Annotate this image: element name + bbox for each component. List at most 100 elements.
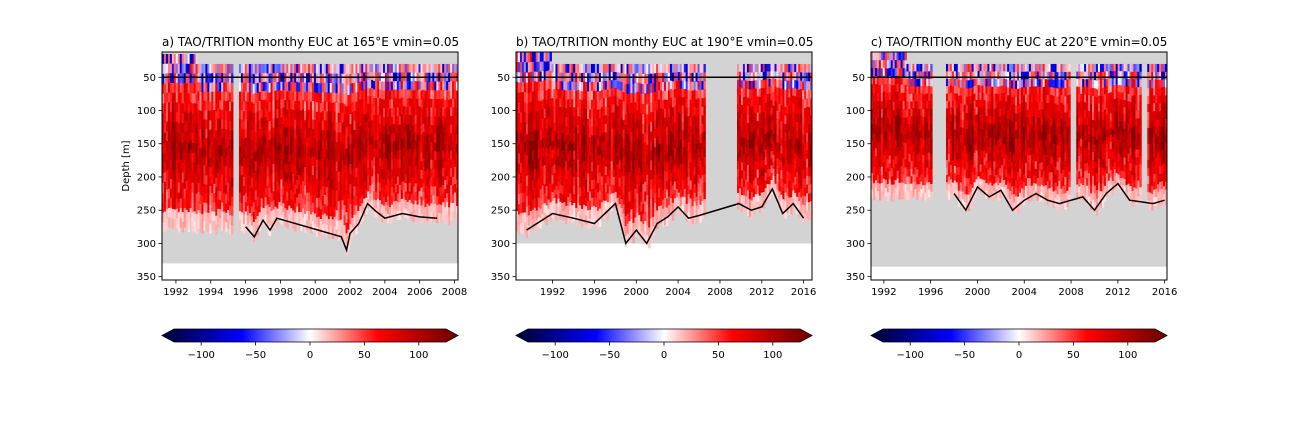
heatmap-cell xyxy=(199,82,202,93)
heatmap-cell xyxy=(766,138,769,147)
heatmap-cell xyxy=(557,207,560,216)
heatmap-cell xyxy=(742,63,746,73)
heatmap-cell xyxy=(589,200,592,211)
heatmap-cell xyxy=(784,201,787,211)
heatmap-cell xyxy=(280,143,283,154)
heatmap-cell xyxy=(541,137,545,148)
heatmap-cell xyxy=(290,91,293,101)
heatmap-cell xyxy=(339,180,342,191)
heatmap-cell xyxy=(695,214,698,224)
heatmap-cell xyxy=(559,184,562,194)
heatmap-cell xyxy=(573,194,576,204)
heatmap-cell xyxy=(256,120,260,131)
heatmap-cell xyxy=(438,90,441,100)
heatmap-cell xyxy=(337,112,340,124)
heatmap-cell xyxy=(772,133,775,142)
heatmap-cell xyxy=(306,146,309,157)
heatmap-cell xyxy=(339,73,342,84)
heatmap-cell xyxy=(369,88,372,97)
heatmap-cell xyxy=(264,99,267,109)
heatmap-cell xyxy=(341,93,344,104)
heatmap-cell xyxy=(701,89,704,99)
heatmap-cell xyxy=(667,196,671,206)
heatmap-cell xyxy=(594,90,598,101)
heatmap-cell xyxy=(217,109,220,119)
heatmap-cell xyxy=(193,63,196,75)
heatmap-cell xyxy=(701,63,704,73)
heatmap-cell xyxy=(531,81,535,92)
heatmap-cell xyxy=(630,170,633,181)
heatmap-cell xyxy=(579,99,582,109)
heatmap-cell xyxy=(306,137,309,148)
heatmap-cell xyxy=(181,93,185,104)
heatmap-cell xyxy=(685,116,689,126)
heatmap-cell xyxy=(740,104,744,114)
heatmap-cell xyxy=(373,114,376,124)
heatmap-cell xyxy=(699,125,702,135)
heatmap-cell xyxy=(205,73,208,83)
heatmap-cell xyxy=(780,72,783,81)
heatmap-cell xyxy=(248,185,252,195)
heatmap-cell xyxy=(669,80,673,90)
heatmap-cell xyxy=(543,155,546,166)
heatmap-cell xyxy=(246,168,250,178)
heatmap-cell xyxy=(764,157,768,166)
heatmap-cell xyxy=(521,102,525,113)
heatmap-cell xyxy=(776,111,779,120)
heatmap-cell xyxy=(535,190,539,201)
heatmap-cell xyxy=(784,158,787,168)
heatmap-cell xyxy=(219,82,222,92)
heatmap-cell xyxy=(195,183,198,195)
heatmap-cell xyxy=(436,196,439,206)
heatmap-cell xyxy=(274,63,277,74)
heatmap-cell xyxy=(300,82,303,93)
heatmap-cell xyxy=(523,172,527,183)
heatmap-cell xyxy=(652,63,655,74)
heatmap-cell xyxy=(742,80,746,90)
heatmap-cell xyxy=(758,96,762,106)
heatmap-cell xyxy=(231,82,234,93)
heatmap-cell xyxy=(205,184,208,195)
heatmap-cell xyxy=(414,140,417,150)
heatmap-cell xyxy=(396,89,400,99)
heatmap-cell xyxy=(229,167,232,178)
heatmap-cell xyxy=(600,89,604,99)
heatmap-cell xyxy=(543,99,546,110)
heatmap-cell xyxy=(695,125,698,136)
heatmap-cell xyxy=(238,100,242,111)
heatmap-cell xyxy=(242,176,246,187)
heatmap-cell xyxy=(754,137,758,146)
heatmap-cell xyxy=(339,210,342,221)
heatmap-cell xyxy=(201,92,204,102)
heatmap-cell xyxy=(664,135,667,145)
heatmap-cell xyxy=(311,119,315,130)
heatmap-cell xyxy=(333,178,337,189)
heatmap-cell xyxy=(400,89,404,99)
heatmap-cell xyxy=(434,203,437,213)
heatmap-cell xyxy=(260,81,264,92)
heatmap-cell xyxy=(410,124,414,134)
heatmap-cell xyxy=(760,72,764,81)
heatmap-cell xyxy=(527,184,531,196)
heatmap-cell xyxy=(272,209,275,220)
heatmap-cell xyxy=(541,118,545,129)
heatmap-cell xyxy=(384,124,388,134)
heatmap-cell xyxy=(254,131,258,143)
heatmap-cell xyxy=(296,206,299,216)
heatmap-cell xyxy=(782,165,785,175)
heatmap-cell xyxy=(646,154,649,166)
heatmap-cell xyxy=(167,217,171,228)
heatmap-cell xyxy=(373,208,376,217)
heatmap-cell xyxy=(298,147,301,158)
heatmap-cell xyxy=(754,96,758,106)
heatmap-cell xyxy=(205,203,208,213)
heatmap-cell xyxy=(177,73,181,85)
heatmap-cell xyxy=(671,168,675,178)
heatmap-cell xyxy=(169,207,173,218)
heatmap-cell xyxy=(620,171,623,182)
heatmap-cell xyxy=(555,177,558,187)
heatmap-cell xyxy=(379,140,382,150)
heatmap-cell xyxy=(579,116,582,127)
heatmap-cell xyxy=(691,161,694,172)
heatmap-cell xyxy=(185,83,189,94)
